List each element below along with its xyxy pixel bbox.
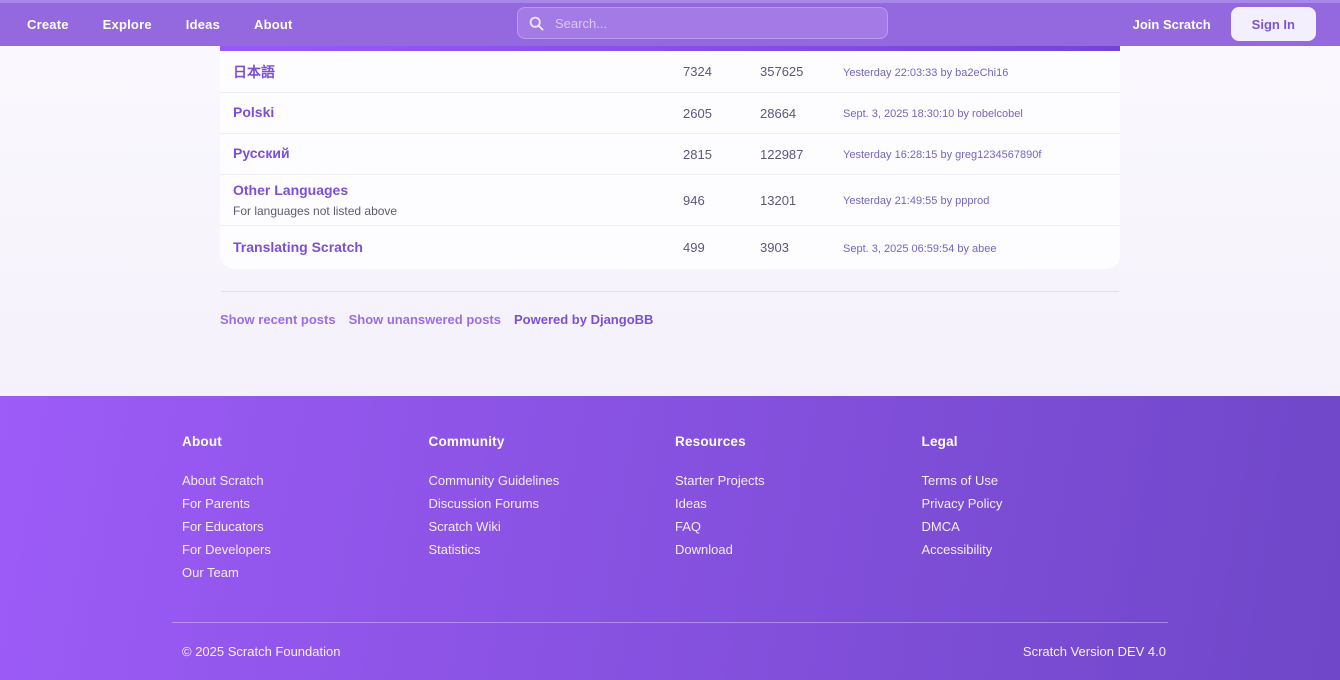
forum-last-post-link[interactable]: Yesterday 16:28:15 by greg1234567890f (843, 149, 1042, 161)
footer-link-community-guidelines[interactable]: Community Guidelines (428, 473, 560, 488)
footer-link-for-educators[interactable]: For Educators (182, 519, 264, 534)
forum-last-post-link[interactable]: Yesterday 21:49:55 by ppprod (843, 195, 990, 207)
footer-column-title: Resources (675, 434, 746, 449)
footer-link-accessibility[interactable]: Accessibility (921, 542, 993, 557)
forum-list: 日本語 7324 357625 Yesterday 22:03:33 by ba… (220, 46, 1120, 269)
version-text: Scratch Version DEV 4.0 (1022, 644, 1166, 659)
join-scratch-link[interactable]: Join Scratch (1132, 16, 1211, 32)
footer-column-title: About (182, 434, 222, 449)
forum-topic-count: 2605 (683, 105, 712, 121)
forum-topic-count: 499 (683, 240, 705, 255)
footer-divider (172, 622, 1168, 623)
footer-link-starter-projects[interactable]: Starter Projects (675, 473, 765, 488)
site-footer: About About Scratch For Parents For Educ… (0, 396, 1340, 680)
footer-link-faq[interactable]: FAQ (675, 519, 702, 534)
footer-link-about-scratch[interactable]: About Scratch (182, 473, 264, 488)
search-input[interactable] (553, 14, 876, 32)
footer-column-resources: Resources Starter Projects Ideas FAQ Dow… (675, 434, 922, 622)
content-divider (221, 291, 1119, 292)
footer-link-discussion-forums[interactable]: Discussion Forums (428, 496, 540, 511)
forum-row-polski: Polski 2605 28664 Sept. 3, 2025 18:30:10… (220, 92, 1120, 133)
forum-topic-count: 7324 (683, 64, 712, 79)
forum-topic-count: 946 (683, 192, 705, 208)
footer-column-community: Community Community Guidelines Discussio… (429, 434, 676, 622)
account-nav: Join Scratch Sign In (1133, 2, 1316, 46)
forum-link[interactable]: 日本語 (233, 63, 275, 80)
nav-item-explore[interactable]: Explore (102, 16, 152, 32)
footer-link-for-developers[interactable]: For Developers (182, 542, 271, 557)
footer-link-dmca[interactable]: DMCA (921, 519, 960, 534)
footer-link-privacy-policy[interactable]: Privacy Policy (921, 496, 1003, 511)
forum-footer-links: Show recent posts Show unanswered posts … (220, 292, 1120, 327)
forum-row-russian: Русский 2815 122987 Yesterday 16:28:15 b… (220, 133, 1120, 174)
forum-post-count: 13201 (760, 192, 797, 208)
forum-row-other-languages: Other Languages For languages not listed… (220, 174, 1120, 225)
forum-link[interactable]: Other Languages (233, 182, 349, 198)
copyright-text: © 2025 Scratch Foundation (182, 644, 341, 659)
footer-column-title: Community (428, 434, 505, 449)
footer-link-ideas[interactable]: Ideas (675, 496, 707, 511)
forum-row-translating-scratch: Translating Scratch 499 3903 Sept. 3, 20… (220, 225, 1120, 269)
forum-last-post-link[interactable]: Yesterday 22:03:33 by ba2eChi16 (843, 66, 1009, 79)
forum-link[interactable]: Русский (233, 145, 290, 161)
forum-post-count: 122987 (760, 146, 804, 162)
forum-last-post-link[interactable]: Sept. 3, 2025 06:59:54 by abee (843, 242, 997, 255)
nav-item-create[interactable]: Create (27, 16, 69, 32)
footer-link-for-parents[interactable]: For Parents (182, 496, 250, 511)
footer-link-terms-of-use[interactable]: Terms of Use (921, 473, 999, 488)
forum-last-post-link[interactable]: Sept. 3, 2025 18:30:10 by robelcobel (843, 108, 1023, 120)
top-nav-bar: Create Explore Ideas About Join Scratch … (0, 0, 1340, 46)
main-nav: Create Explore Ideas About (27, 2, 293, 46)
footer-column-about: About About Scratch For Parents For Educ… (182, 434, 429, 622)
forum-row-japanese: 日本語 7324 357625 Yesterday 22:03:33 by ba… (220, 51, 1120, 92)
forum-link[interactable]: Translating Scratch (233, 238, 363, 255)
forum-post-count: 3903 (760, 240, 789, 255)
nav-item-ideas[interactable]: Ideas (185, 16, 221, 32)
search-box (517, 7, 888, 39)
forum-description: For languages not listed above (233, 204, 398, 218)
footer-column-title: Legal (921, 434, 958, 449)
show-unanswered-posts-link[interactable]: Show unanswered posts (348, 312, 501, 327)
forum-link[interactable]: Polski (233, 104, 275, 120)
footer-column-legal: Legal Terms of Use Privacy Policy DMCA A… (922, 434, 1169, 622)
footer-columns: About About Scratch For Parents For Educ… (172, 434, 1168, 622)
footer-link-our-team[interactable]: Our Team (182, 565, 239, 580)
forum-topic-count: 2815 (683, 146, 712, 162)
footer-link-download[interactable]: Download (675, 542, 733, 557)
forum-post-count: 28664 (760, 105, 797, 121)
category-header-bar (220, 46, 1120, 51)
show-recent-posts-link[interactable]: Show recent posts (220, 312, 336, 327)
search-icon (529, 16, 544, 31)
forum-post-count: 357625 (760, 64, 804, 79)
footer-link-statistics[interactable]: Statistics (428, 542, 481, 557)
sign-in-button[interactable]: Sign In (1230, 7, 1316, 41)
footer-link-scratch-wiki[interactable]: Scratch Wiki (428, 519, 501, 534)
forum-table: 日本語 7324 357625 Yesterday 22:03:33 by ba… (220, 51, 1120, 269)
powered-by-djangobb-link[interactable]: Powered by DjangoBB (514, 312, 654, 327)
nav-item-about[interactable]: About (254, 16, 293, 32)
